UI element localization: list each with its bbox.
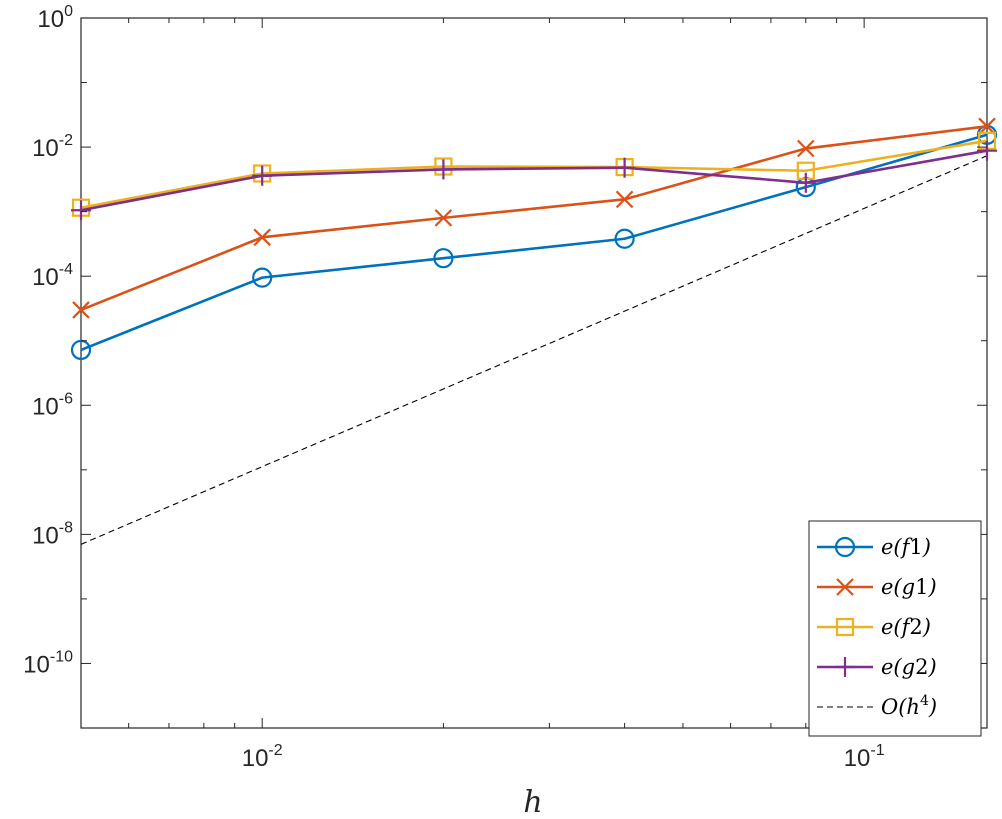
data-point	[252, 267, 273, 288]
legend-item: e(f1)	[817, 535, 931, 559]
y-tick-label: 10-4	[32, 261, 73, 291]
series-3	[71, 140, 997, 221]
series-line	[80, 139, 988, 209]
legend-label: e(g2)	[881, 655, 937, 679]
data-point	[977, 140, 997, 161]
legend-item: e(f2)	[817, 615, 931, 639]
data-point	[614, 228, 635, 249]
legend-marker	[836, 578, 854, 596]
y-tick-label: 100	[37, 3, 73, 33]
legend-item: O(h4)	[817, 693, 937, 719]
data-point	[433, 248, 454, 269]
y-tick-label: 10-6	[32, 390, 73, 420]
y-tick-label: 10-10	[23, 648, 73, 678]
data-point	[434, 209, 453, 227]
legend-item: e(g2)	[817, 655, 937, 679]
x-axis-label: h	[523, 785, 542, 819]
series-line	[80, 149, 988, 212]
y-tick-label: 10-2	[32, 132, 73, 162]
data-point	[72, 301, 90, 319]
legend-label: e(g1)	[881, 575, 937, 599]
series-1	[72, 117, 996, 319]
data-point	[797, 139, 815, 158]
y-axis: 100 10-2 10-4 10-6 10-8 10-10	[23, 3, 987, 729]
y-tick-label: 10-8	[32, 519, 73, 549]
x-tick-label: 10-2	[242, 742, 283, 772]
legend-label: e(f2)	[881, 615, 931, 639]
series-line	[80, 155, 988, 545]
legend: e(f1) e(g1) e(f2) e(g2) O(h4)	[808, 520, 982, 737]
data-point	[71, 200, 91, 221]
series-line	[80, 125, 988, 312]
data-point	[253, 228, 271, 247]
legend-item: e(g1)	[817, 575, 937, 599]
data-point	[614, 157, 635, 178]
x-axis: 10-2 10-1	[80, 18, 885, 772]
legend-marker	[835, 617, 855, 637]
series-4	[80, 155, 988, 545]
legend-marker	[835, 657, 855, 677]
data-point	[978, 117, 996, 136]
data-point	[433, 159, 454, 180]
legend-label: O(h4)	[881, 693, 937, 719]
legend-label: e(f1)	[881, 535, 931, 559]
plot-area	[70, 17, 998, 729]
data-point	[615, 190, 634, 209]
legend-marker	[834, 536, 856, 558]
x-tick-label: 10-1	[844, 742, 885, 772]
data-point	[795, 172, 816, 193]
data-point	[252, 165, 273, 186]
